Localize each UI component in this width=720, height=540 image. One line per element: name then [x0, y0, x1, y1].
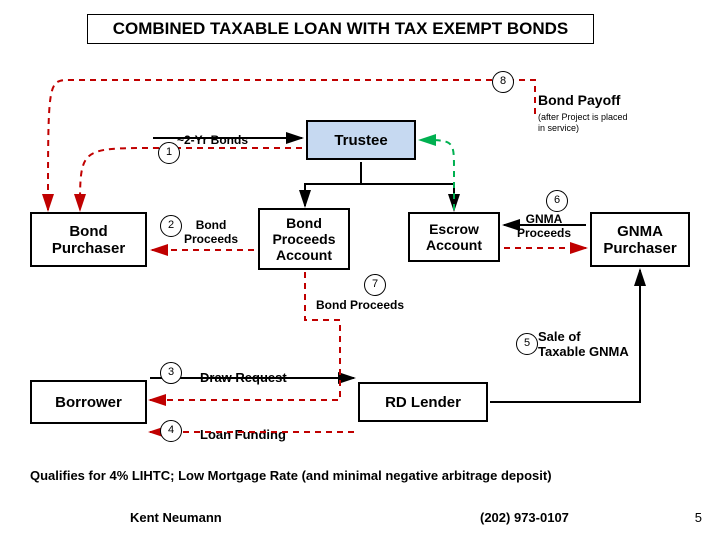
arrow-trustee-to-escrow: [361, 162, 454, 210]
footer-phone: (202) 973-0107: [480, 510, 569, 525]
label-draw-request: Draw Request: [200, 370, 287, 385]
footer-page-num: 5: [695, 510, 702, 525]
arrow-payoff: [48, 80, 535, 210]
step-badge-7: 7: [364, 274, 386, 296]
label-2yr-bonds: ~2-Yr Bonds: [177, 133, 248, 147]
slide: COMBINED TAXABLE LOAN WITH TAX EXEMPT BO…: [0, 0, 720, 540]
step-badge-1: 1: [158, 142, 180, 164]
arrows-layer: [0, 0, 720, 540]
label-after-service: (after Project is placed in service): [538, 112, 628, 134]
entity-trustee: Trustee: [306, 120, 416, 160]
entity-bond-purchaser: Bond Purchaser: [30, 212, 147, 267]
entity-escrow-account: Escrow Account: [408, 212, 500, 262]
entity-gnma-purchaser: GNMA Purchaser: [590, 212, 690, 267]
arrow-escrow-to-trustee: [420, 140, 454, 210]
label-loan-funding: Loan Funding: [200, 427, 286, 442]
arrow-trustee-to-bpa: [305, 162, 361, 206]
footer-qualifies: Qualifies for 4% LIHTC; Low Mortgage Rat…: [30, 468, 690, 483]
label-bond-payoff: Bond Payoff: [538, 92, 620, 108]
page-title: COMBINED TAXABLE LOAN WITH TAX EXEMPT BO…: [87, 14, 594, 44]
entity-borrower: Borrower: [30, 380, 147, 424]
label-sale-gnma: Sale of Taxable GNMA: [538, 329, 629, 359]
step-badge-8: 8: [492, 71, 514, 93]
step-badge-2: 2: [160, 215, 182, 237]
entity-rd-lender: RD Lender: [358, 382, 488, 422]
step-badge-4: 4: [160, 420, 182, 442]
step-badge-6: 6: [546, 190, 568, 212]
step-badge-5: 5: [516, 333, 538, 355]
footer-author: Kent Neumann: [130, 510, 222, 525]
arrow-bonds-return: [80, 148, 302, 210]
step-badge-3: 3: [160, 362, 182, 384]
label-gnma-proceeds: GNMA Proceeds: [517, 212, 571, 240]
entity-bond-proceeds-account: Bond Proceeds Account: [258, 208, 350, 270]
label-bond-proceeds: Bond Proceeds: [184, 218, 238, 246]
label-bond-proceeds-2: Bond Proceeds: [316, 298, 404, 312]
